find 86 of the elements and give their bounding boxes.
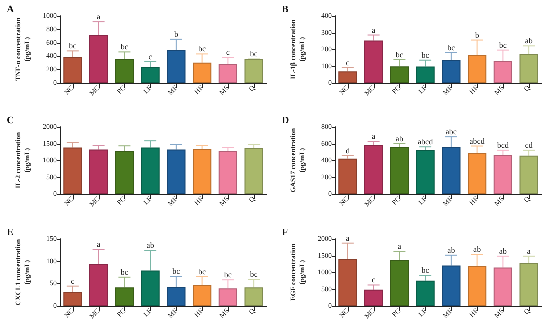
bar: [244, 287, 264, 306]
bar: [364, 40, 384, 83]
chart-title: A: [7, 4, 15, 16]
annotation: bc: [172, 266, 181, 276]
annotation: d: [346, 146, 350, 156]
annotation: abcd: [470, 137, 485, 146]
annotation: b: [475, 30, 480, 40]
bar: [520, 54, 538, 83]
bar: [141, 67, 160, 83]
annotation: ab: [396, 134, 404, 144]
bar: [338, 159, 358, 194]
annotation: bc: [120, 268, 129, 277]
bar: [193, 285, 212, 306]
chart-title: E: [7, 227, 14, 238]
bar: [520, 156, 538, 194]
annotation: ab: [146, 240, 154, 250]
annotation: ab: [499, 246, 507, 256]
bar: [90, 264, 108, 306]
annotation: b: [174, 30, 178, 39]
bar: [468, 154, 487, 194]
annotation: a: [372, 26, 376, 35]
chart-title: B: [282, 4, 289, 16]
annotation: abcd: [418, 138, 434, 147]
bar: [115, 287, 134, 306]
bar: [364, 145, 384, 194]
annotation: bc: [396, 50, 404, 60]
annotation: c: [346, 58, 350, 68]
bar: [468, 55, 487, 83]
annotation: abc: [446, 128, 458, 137]
annotation: a: [346, 234, 350, 243]
annotation: a: [398, 242, 402, 251]
bar: [64, 292, 82, 306]
annotation: c: [372, 275, 376, 284]
chart-title: F: [282, 227, 288, 238]
annotation: ab: [448, 246, 456, 255]
annotation: c: [226, 48, 230, 58]
annotation: bc: [422, 50, 430, 60]
annotation: bc: [120, 42, 129, 52]
annotation: bc: [422, 266, 430, 275]
bar: [115, 59, 134, 83]
chart-title: C: [7, 116, 14, 127]
bar: [494, 61, 513, 83]
chart-title: D: [282, 116, 290, 127]
annotation: bc: [448, 43, 456, 52]
bar: [442, 147, 461, 194]
bar: [442, 60, 461, 83]
bar: [167, 286, 186, 306]
annotation: bc: [250, 270, 258, 279]
annotation: a: [97, 12, 102, 22]
annotation: c: [71, 276, 76, 286]
annotation: a: [97, 240, 102, 249]
bar: [64, 57, 82, 83]
bar: [416, 280, 435, 306]
annotation: bcd: [497, 141, 509, 150]
bar: [390, 260, 410, 306]
bar: [390, 147, 410, 194]
bar: [141, 270, 160, 306]
bar: [193, 62, 212, 83]
bar: [244, 60, 264, 83]
annotation: bc: [69, 42, 78, 51]
bar: [416, 150, 435, 194]
bar: [338, 72, 358, 83]
annotation: bc: [250, 50, 258, 59]
annotation: bc: [198, 44, 207, 54]
annotation: c: [148, 52, 153, 62]
bar: [218, 288, 238, 306]
bar: [390, 66, 410, 83]
annotation: bc: [198, 267, 207, 276]
annotation: bc: [499, 40, 508, 50]
bar: [218, 64, 238, 83]
bar: [90, 35, 108, 83]
bar: [167, 50, 186, 83]
bar: [416, 66, 435, 83]
bar: [442, 265, 461, 306]
annotation: ab: [474, 244, 482, 254]
annotation: a: [527, 246, 532, 256]
bar: [520, 262, 538, 306]
bar: [468, 266, 487, 306]
annotation: a: [372, 132, 376, 142]
annotation: bc: [224, 270, 232, 280]
bar: [494, 267, 513, 306]
bar: [494, 156, 513, 194]
annotation: ab: [525, 36, 533, 46]
bar: [364, 290, 384, 306]
annotation: cd: [525, 141, 533, 150]
bar: [338, 258, 358, 306]
